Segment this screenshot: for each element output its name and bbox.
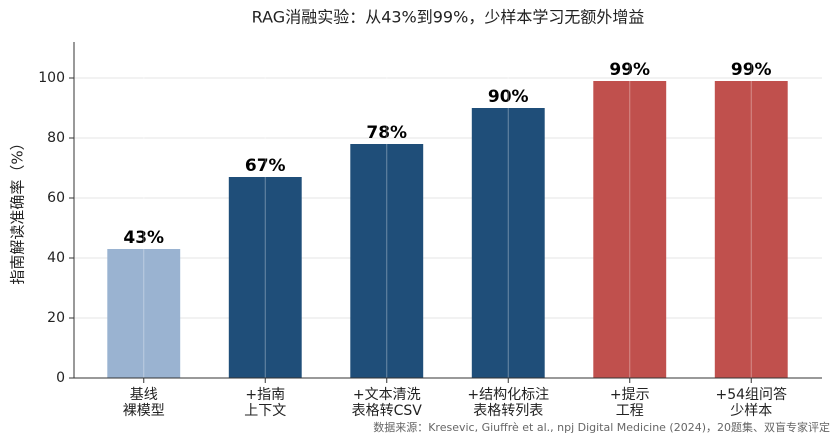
bar — [350, 144, 424, 378]
x-tick-label: +54组问答 — [715, 386, 787, 403]
x-tick-label: 表格转CSV — [352, 403, 423, 419]
source-note: 数据来源：Kresevic, Giuffrè et al., npj Digit… — [373, 420, 830, 434]
x-tick-label: +指南 — [245, 387, 285, 403]
bar — [714, 81, 788, 378]
x-tick-label: 裸模型 — [123, 403, 165, 419]
bar — [107, 249, 181, 378]
x-tick-label: 少样本 — [730, 403, 772, 419]
bar — [228, 177, 302, 378]
value-label: 90% — [488, 87, 529, 107]
value-label: 67% — [245, 156, 286, 176]
x-tick-label: +文本清洗 — [353, 387, 421, 403]
value-label: 99% — [609, 60, 650, 80]
y-tick-label: 100 — [38, 70, 65, 86]
y-tick-label: 60 — [47, 190, 65, 206]
x-tick-label: 基线 — [130, 386, 158, 403]
y-tick-label: 0 — [56, 370, 65, 386]
bar — [471, 108, 545, 378]
value-label: 99% — [731, 60, 772, 80]
x-tick-label: 工程 — [616, 403, 644, 419]
x-tick-label: +结构化标注 — [467, 387, 549, 403]
x-tick-label: +提示 — [610, 387, 650, 403]
y-tick-label: 40 — [47, 250, 65, 266]
bar — [593, 81, 667, 378]
x-tick-label: 表格转列表 — [473, 403, 543, 419]
y-tick-label: 80 — [47, 130, 65, 146]
x-tick-label: 上下文 — [244, 403, 286, 419]
y-axis-label: 指南解读准确率（%） — [9, 135, 27, 284]
chart-title: RAG消融实验：从43%到99%，少样本学习无额外增益 — [252, 8, 645, 27]
y-tick-label: 20 — [47, 310, 65, 326]
value-label: 43% — [123, 228, 164, 248]
value-label: 78% — [366, 123, 407, 143]
